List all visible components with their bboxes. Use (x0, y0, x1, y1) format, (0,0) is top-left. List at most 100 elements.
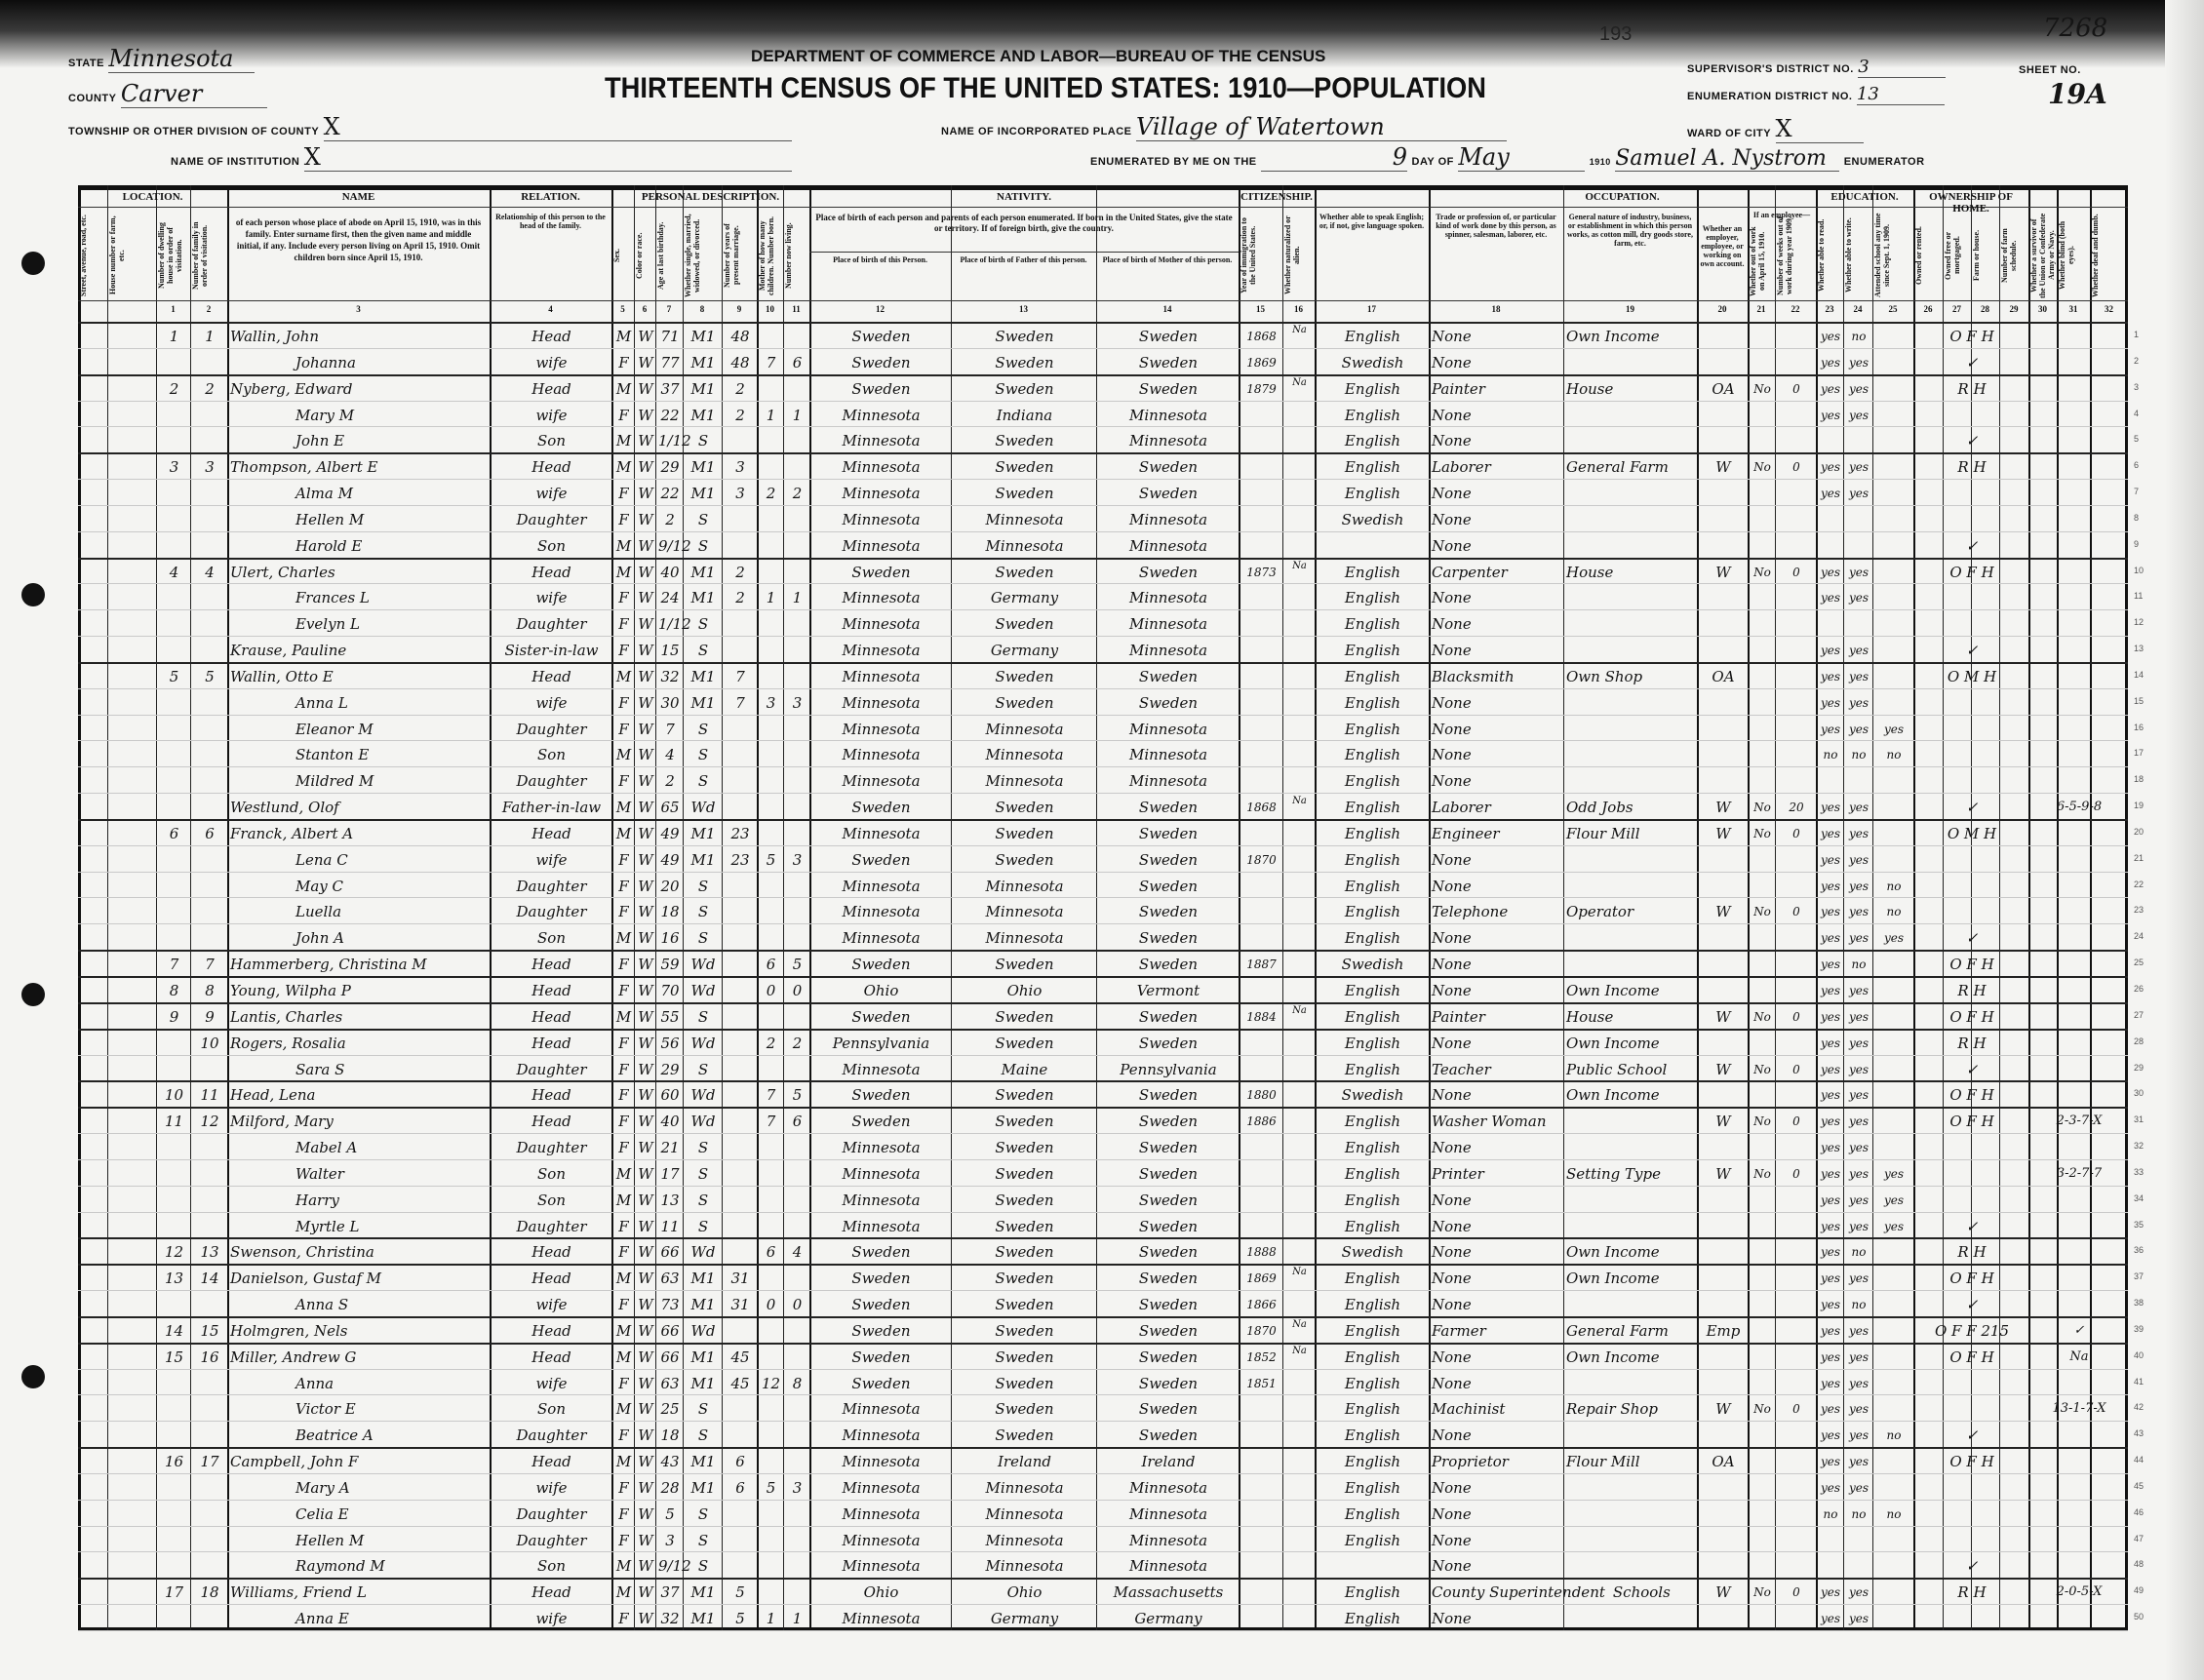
cell-relation: Daughter (516, 1217, 587, 1235)
cell-mother-birthplace: Sweden (1138, 1191, 1199, 1209)
cell-age: 40 (660, 563, 680, 581)
cell-read: yes (1820, 1480, 1841, 1495)
cell-trade: None (1432, 956, 1472, 974)
cell-father-birthplace: Germany (990, 1610, 1059, 1628)
cell-sex: F (618, 1086, 629, 1105)
cell-employer-status: OA (1712, 379, 1735, 398)
cell-write: yes (1848, 1455, 1869, 1469)
group-title-personal: PERSONAL DESCRIPTION. (641, 191, 780, 203)
cell-naturalized: Na (1292, 560, 1307, 571)
line-number: 18 (2134, 774, 2145, 785)
cell-employer-status: OA (1712, 667, 1735, 685)
cell-trade: Carpenter (1432, 563, 1508, 581)
cell-children-born: 5 (766, 850, 776, 869)
cell-years-married: 31 (730, 1296, 750, 1314)
row-divider (78, 1630, 2128, 1631)
cell-name: Young, Wilpha P (230, 982, 351, 999)
cell-name: Walter (295, 1164, 344, 1183)
cell-name: Williams, Friend L (230, 1583, 367, 1602)
cell-color: W (638, 1164, 653, 1183)
cell-language: English (1344, 667, 1401, 685)
cell-name: Alma M (295, 485, 353, 503)
cell-color: W (638, 485, 653, 503)
cell-industry: House (1566, 563, 1614, 581)
cell-read: yes (1820, 957, 1841, 972)
cell-language: English (1344, 1610, 1401, 1628)
cell-sex: M (615, 1400, 632, 1419)
cell-age: 9/12 (658, 536, 691, 555)
cell-name: Mary M (295, 406, 355, 424)
cell-color: W (638, 353, 653, 371)
row-divider (78, 1447, 2128, 1450)
column-header-3: Number of family in order of visitation. (191, 221, 209, 290)
cell-trade: None (1432, 1086, 1472, 1105)
cell-relation: Head (531, 982, 571, 999)
cell-father-birthplace: Sweden (995, 693, 1054, 712)
cell-father-birthplace: Minnesota (985, 1531, 1064, 1549)
cell-write: yes (1848, 591, 1869, 606)
cell-name: Anna S (295, 1296, 349, 1314)
cell-trade: Engineer (1432, 824, 1500, 842)
row-divider (78, 976, 2128, 978)
column-header-15: Place of birth of Mother of this person. (1102, 255, 1233, 264)
cell-relation: Son (537, 929, 566, 948)
cell-family: 18 (200, 1583, 219, 1602)
line-number: 14 (2134, 669, 2145, 680)
cell-father-birthplace: Sweden (995, 850, 1054, 869)
cell-years-married: 23 (730, 824, 750, 842)
cell-naturalized: Na (1292, 325, 1307, 335)
cell-read: yes (1820, 381, 1841, 396)
cell-marital: S (697, 536, 709, 555)
cell-sex: F (618, 850, 629, 869)
cell-color: W (638, 1348, 653, 1366)
cell-name: Harold E (295, 536, 363, 555)
cell-family: 13 (200, 1243, 219, 1262)
cell-father-birthplace: Minnesota (985, 510, 1064, 528)
cell-school: no (1886, 905, 1902, 919)
cell-mother-birthplace: Sweden (1138, 1086, 1199, 1105)
sheet-label: Sheet No. (2019, 64, 2081, 76)
cell-age: 29 (660, 458, 680, 477)
cell-sex: M (615, 1191, 632, 1209)
cell-birthplace: Minnesota (842, 1217, 921, 1235)
cell-weeks-out: 0 (1792, 1166, 1800, 1181)
cell-years-married: 7 (735, 667, 745, 685)
cell-mother-birthplace: Minnesota (1128, 746, 1208, 764)
cell-marital: S (697, 877, 709, 895)
row-divider (78, 740, 2128, 742)
column-number: 5 (620, 304, 625, 314)
cell-mother-birthplace: Sweden (1138, 824, 1199, 842)
column-divider (951, 185, 952, 1630)
cell-employer-status: OA (1712, 1453, 1735, 1471)
cell-marital: S (697, 432, 709, 450)
cell-language: English (1344, 720, 1401, 738)
column-divider (1971, 185, 1972, 1630)
cell-language: Swedish (1341, 1243, 1404, 1262)
cell-father-birthplace: Ohio (1006, 1583, 1043, 1602)
cell-out-of-work: No (1753, 1585, 1771, 1600)
cell-home: O F H (1949, 563, 1994, 581)
cell-relation: Daughter (516, 1504, 587, 1523)
cell-name: Thompson, Albert E (230, 458, 378, 477)
cell-employer-status: W (1715, 458, 1731, 477)
cell-father-birthplace: Sweden (995, 799, 1054, 817)
cell-write: yes (1848, 801, 1869, 815)
cell-relation: wife (535, 1478, 568, 1497)
cell-trade: Farmer (1432, 1321, 1486, 1340)
cell-immigration-year: 1879 (1246, 381, 1277, 396)
cell-mother-birthplace: Sweden (1138, 1007, 1199, 1026)
cell-mother-birthplace: Sweden (1138, 799, 1199, 817)
cell-sex: M (615, 1348, 632, 1366)
cell-children-living: 3 (792, 693, 803, 712)
cell-mother-birthplace: Minnesota (1128, 642, 1208, 660)
binder-hole-icon (21, 583, 45, 606)
column-header-22: Whether out of work on April 15, 1910. (1749, 226, 1766, 296)
cell-marital: M1 (690, 1374, 716, 1392)
cell-age: 60 (660, 1086, 680, 1105)
cell-naturalized: Na (1292, 796, 1307, 807)
cell-write: yes (1848, 487, 1869, 501)
cell-trade: None (1432, 642, 1472, 660)
row-divider (78, 1001, 2128, 1004)
cell-mother-birthplace: Sweden (1138, 1374, 1199, 1392)
row-divider (78, 557, 2128, 560)
